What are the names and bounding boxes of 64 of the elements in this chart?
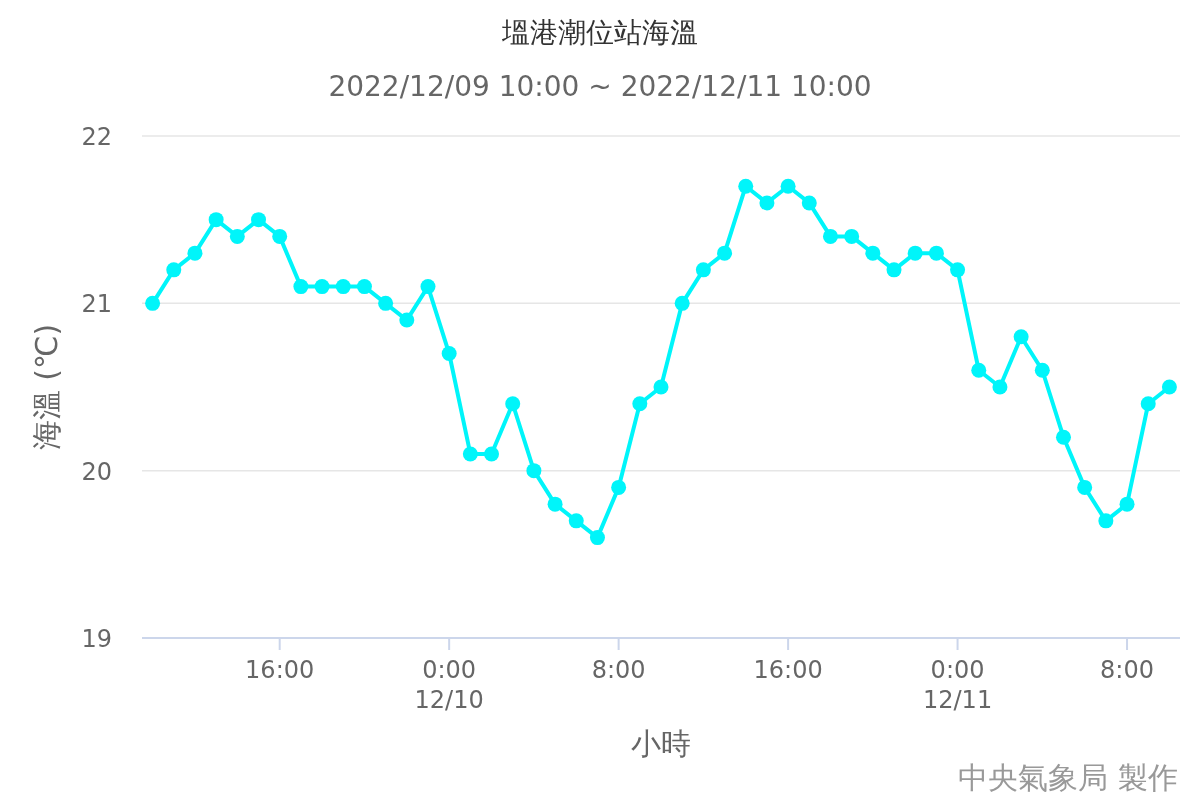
point [780, 178, 796, 194]
point [886, 262, 902, 278]
y-tick-label: 21 [81, 290, 112, 319]
point [801, 195, 817, 211]
chart-title: 塭港潮位站海溫 [501, 16, 698, 49]
point [335, 279, 351, 295]
point [695, 262, 711, 278]
point [568, 513, 584, 529]
point [441, 346, 457, 362]
point [1161, 379, 1177, 395]
point [1055, 429, 1071, 445]
point [928, 245, 944, 261]
point [251, 212, 267, 228]
point [187, 245, 203, 261]
point [1119, 496, 1135, 512]
point [505, 396, 521, 412]
point [526, 463, 542, 479]
point [356, 279, 372, 295]
x-tick-label: 8:00 [591, 656, 646, 684]
chart-subtitle: 2022/12/09 10:00 ~ 2022/12/11 10:00 [328, 70, 872, 103]
point [674, 295, 690, 311]
point [378, 295, 394, 311]
point [462, 446, 478, 462]
point [1140, 396, 1156, 412]
point [717, 245, 733, 261]
point [1077, 479, 1093, 495]
point [399, 312, 415, 328]
point [208, 212, 224, 228]
point [1098, 513, 1114, 529]
point [589, 530, 605, 546]
point [907, 245, 923, 261]
point [822, 228, 838, 244]
x-tick-label: 16:00 [753, 656, 823, 684]
point [484, 446, 500, 462]
point [992, 379, 1008, 395]
y-axis-title: 海溫 (℃) [29, 323, 64, 451]
point [293, 279, 309, 295]
y-tick-label: 22 [81, 123, 112, 151]
point [166, 262, 182, 278]
point [420, 279, 436, 295]
point [1013, 329, 1029, 345]
point [738, 178, 754, 194]
point [950, 262, 966, 278]
point [547, 496, 563, 512]
point [1034, 362, 1050, 378]
y-tick-label: 20 [81, 457, 112, 486]
y-tick-label: 19 [81, 625, 112, 653]
point [844, 228, 860, 244]
text: 中央氣象局 製作 [958, 760, 1178, 795]
point [611, 479, 627, 495]
x-axis-title: 小時 [631, 726, 691, 761]
x-tick-label: 0:00 12/11 [922, 656, 993, 714]
x-tick-label: 16:00 [245, 656, 315, 684]
point [971, 362, 987, 378]
x-tick-label: 0:00 12/10 [414, 656, 484, 714]
point [229, 228, 245, 244]
point [272, 228, 288, 244]
point [145, 295, 161, 311]
point [314, 279, 330, 295]
point [759, 195, 775, 211]
point [865, 245, 881, 261]
x-tick-label: 8:00 [1100, 656, 1154, 684]
point [653, 379, 669, 395]
point [632, 396, 648, 412]
